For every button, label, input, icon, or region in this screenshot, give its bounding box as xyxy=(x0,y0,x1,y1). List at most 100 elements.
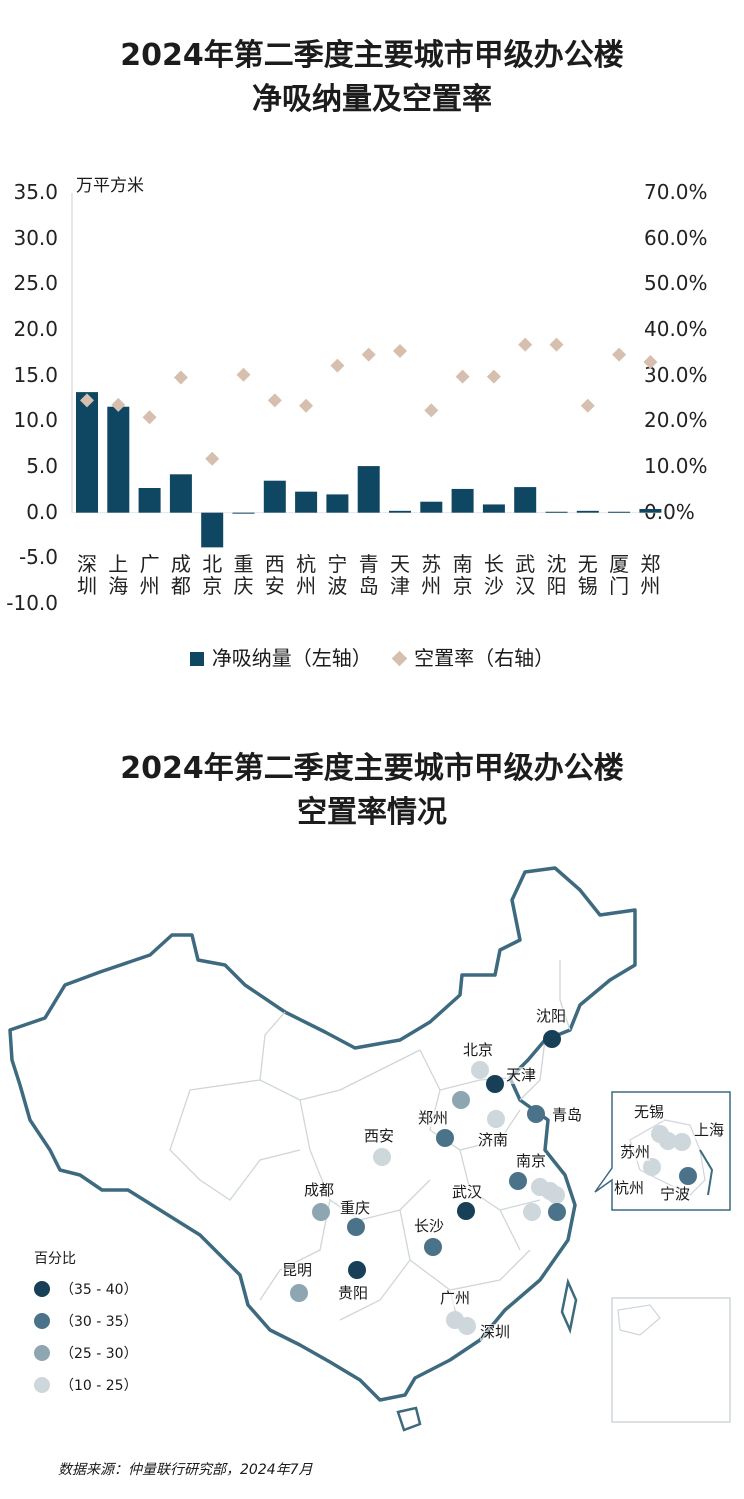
category-label-重庆: 重庆 xyxy=(233,552,254,598)
chart2-title-line2: 空置率情况 xyxy=(297,795,447,830)
vacancy-marker-南京 xyxy=(455,369,470,384)
legend-bar-label: 净吸纳量（左轴） xyxy=(211,646,372,670)
bar-青岛 xyxy=(357,466,380,513)
bar-成都 xyxy=(169,474,192,513)
left-tick-label: -10.0 xyxy=(6,591,58,615)
legend-bar-item: 净吸纳量（左轴） xyxy=(189,642,372,671)
right-tick-label: 70.0% xyxy=(644,180,708,204)
left-tick-label: 25.0 xyxy=(13,271,58,296)
category-label-广州: 广州 xyxy=(139,552,160,598)
category-label-杭州: 杭州 xyxy=(296,552,317,598)
chart1-title-line2: 净吸纳量及空置率 xyxy=(252,82,492,117)
left-tick-label: 20.0 xyxy=(13,317,58,341)
bar-苏州 xyxy=(420,501,443,513)
bar-上海 xyxy=(107,406,130,513)
bar-沈阳 xyxy=(545,511,568,513)
bar-郑州 xyxy=(639,509,662,513)
city-dot-ningbo xyxy=(548,1203,566,1221)
category-label-西安: 西安 xyxy=(264,552,285,598)
bar-广州 xyxy=(138,488,161,513)
right-tick-label: 20.0% xyxy=(644,408,708,433)
map-label-ningbo: 宁波 xyxy=(660,1185,691,1203)
category-label-南京: 南京 xyxy=(452,552,473,598)
category-label-成都: 成都 xyxy=(170,552,191,598)
city-dot-inset-suzhou-a xyxy=(659,1132,677,1150)
bar-北京 xyxy=(201,512,224,548)
map-legend-item-4: （10 - 25） xyxy=(34,1375,138,1395)
map-label-zhengzhou: 郑州 xyxy=(418,1109,449,1127)
category-label-青岛: 青岛 xyxy=(358,552,379,598)
left-tick-label: 5.0 xyxy=(26,454,58,478)
vacancy-marker-深圳 xyxy=(80,393,94,408)
map-label-xian: 西安 xyxy=(364,1127,395,1145)
source-note: 数据来源：仲量联行研究部，2024年7月 xyxy=(58,1462,313,1478)
bar-西安 xyxy=(263,480,286,513)
legend-label-1: （35 - 40） xyxy=(60,1282,138,1298)
legend-label-3: （25 - 30） xyxy=(60,1346,138,1362)
right-tick-label: 60.0% xyxy=(644,225,708,250)
right-tick-label: 40.0% xyxy=(644,317,708,341)
city-dot-hangzhou xyxy=(523,1203,541,1221)
left-tick-label: 15.0 xyxy=(13,362,58,387)
city-dot-chongqing xyxy=(347,1218,365,1236)
left-tick-label: 30.0 xyxy=(13,225,58,250)
category-label-厦门: 厦门 xyxy=(609,552,630,598)
bar-天津 xyxy=(389,510,411,513)
vacancy-marker-西安 xyxy=(267,393,282,408)
city-dot-inset-ningbo xyxy=(679,1167,697,1185)
map-label-shenzhen: 深圳 xyxy=(480,1323,511,1341)
right-tick-label: 50.0% xyxy=(644,271,708,296)
legend-diamond-label: 空置率（右轴） xyxy=(414,646,555,670)
city-dot-xian xyxy=(373,1148,391,1166)
city-dots xyxy=(290,1030,697,1335)
right-tick-label: 10.0% xyxy=(644,454,708,478)
chart1-legend: 净吸纳量（左轴） 空置率（右轴） xyxy=(0,642,744,671)
map-label-hangzhou: 杭州 xyxy=(614,1179,645,1197)
legend-label-2: （30 - 35） xyxy=(60,1314,138,1330)
map-label-nanjing: 南京 xyxy=(516,1152,547,1170)
left-tick-label: 35.0 xyxy=(13,180,58,204)
city-dot-shenzhen xyxy=(458,1317,476,1335)
vacancy-marker-成都 xyxy=(173,370,188,385)
vacancy-marker-天津 xyxy=(393,344,407,359)
city-dot-inset-suzhou xyxy=(643,1158,661,1176)
map-label-changsha: 长沙 xyxy=(414,1217,445,1235)
city-dot-chengdu xyxy=(312,1203,330,1221)
map-label-chengdu: 成都 xyxy=(304,1181,335,1199)
city-dot-zhengzhou xyxy=(436,1129,454,1147)
city-dot-wuhan xyxy=(457,1202,475,1220)
city-dot-qingdao xyxy=(527,1105,545,1123)
map-label-qingdao: 青岛 xyxy=(552,1106,583,1124)
hainan-island xyxy=(396,1406,422,1432)
vacancy-marker-广州 xyxy=(142,410,157,425)
vacancy-marker-北京 xyxy=(205,451,220,466)
bar-无锡 xyxy=(576,510,599,513)
vacancy-marker-苏州 xyxy=(424,403,439,418)
map-label-kunming: 昆明 xyxy=(282,1261,313,1279)
map-label-wuxi: 无锡 xyxy=(634,1103,665,1121)
map-legend-item-3: （25 - 30） xyxy=(34,1343,138,1363)
category-label-武汉: 武汉 xyxy=(515,552,536,598)
chart2-title: 2024年第二季度主要城市甲级办公楼 空置率情况 xyxy=(0,747,744,835)
taiwan-island xyxy=(560,1277,578,1335)
legend-bar-swatch xyxy=(189,652,204,666)
city-dot-shanghai xyxy=(547,1186,565,1204)
category-label-北京: 北京 xyxy=(202,552,223,598)
map-legend-title: 百分比 xyxy=(34,1251,76,1267)
y-axis-unit: 万平方米 xyxy=(76,176,144,196)
city-dot-jinan-north xyxy=(452,1091,470,1109)
bar-杭州 xyxy=(295,491,318,513)
vacancy-marker-无锡 xyxy=(580,398,595,413)
category-label-宁波: 宁波 xyxy=(327,552,348,598)
bar-宁波 xyxy=(326,494,349,513)
category-label-郑州: 郑州 xyxy=(640,552,661,598)
map-label-chongqing: 重庆 xyxy=(340,1199,371,1217)
category-label-苏州: 苏州 xyxy=(421,552,442,598)
bar-深圳 xyxy=(76,392,98,513)
left-tick-label: 10.0 xyxy=(13,408,58,433)
bar-厦门 xyxy=(608,511,631,513)
map-label-beijing: 北京 xyxy=(463,1041,494,1059)
chart1-title: 2024年第二季度主要城市甲级办公楼 净吸纳量及空置率 xyxy=(0,34,744,122)
city-dot-beijing xyxy=(471,1061,489,1079)
chart1-title-line1: 2024年第二季度主要城市甲级办公楼 xyxy=(120,38,624,73)
